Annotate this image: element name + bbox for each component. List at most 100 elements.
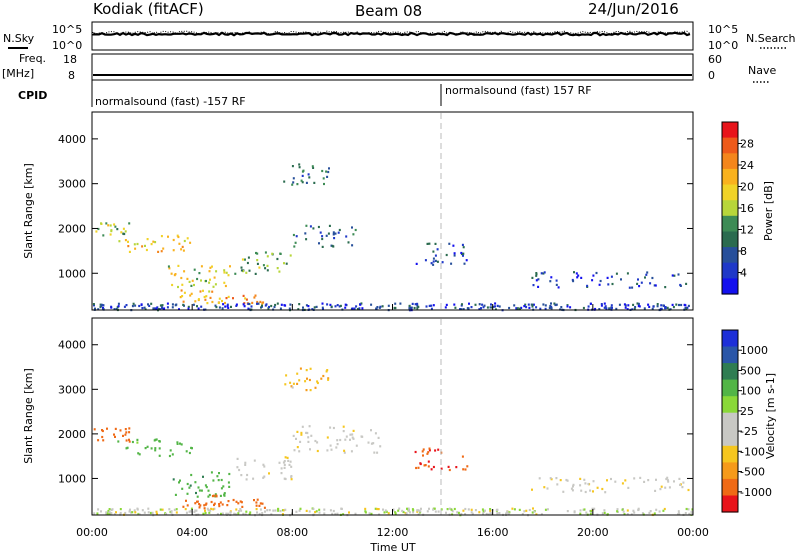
rti-cell <box>416 307 419 310</box>
rti-cell <box>298 166 301 169</box>
rti-cell <box>258 512 261 516</box>
rti-cell <box>210 507 213 510</box>
rti-cell <box>292 434 295 437</box>
colorbar-swatch <box>722 122 738 139</box>
rti-cell <box>198 489 201 492</box>
rti-cell <box>601 512 604 515</box>
rti-cell <box>248 269 251 272</box>
rti-cell <box>535 272 538 275</box>
rti-cell <box>585 511 588 514</box>
y-tick-label: 4000 <box>58 339 86 352</box>
rti-cell <box>452 244 455 247</box>
colorbar-swatch <box>722 215 738 232</box>
rti-cell <box>549 280 552 283</box>
nsky-label: N.Sky <box>3 32 35 45</box>
rti-cell <box>430 468 433 471</box>
rti-cell <box>326 449 329 452</box>
rti-cell <box>550 307 553 310</box>
rti-cell <box>342 425 345 428</box>
rti-cell <box>232 297 234 300</box>
rti-cell <box>173 508 176 511</box>
rti-cell <box>300 179 303 182</box>
rti-cell <box>432 263 435 266</box>
rti-cell <box>591 507 594 510</box>
rti-cell <box>134 511 137 514</box>
rti-cell <box>422 454 424 457</box>
rti-cell <box>307 440 310 443</box>
rti-cell <box>483 304 486 307</box>
rti-cell <box>221 307 224 310</box>
rti-cell <box>648 305 651 308</box>
rti-cell <box>638 285 641 288</box>
rti-cell <box>212 494 215 497</box>
rti-cell <box>171 303 174 306</box>
rti-cell <box>387 512 390 515</box>
rti-cell <box>342 513 345 516</box>
rti-cell <box>325 370 328 373</box>
rti-cell <box>168 454 171 458</box>
rti-cell <box>240 266 243 269</box>
rti-cell <box>573 511 576 514</box>
rti-cell <box>647 479 650 482</box>
rti-cell <box>253 296 256 299</box>
rti-cell <box>394 512 397 515</box>
rti-cell <box>93 304 95 307</box>
rti-cell <box>155 438 158 441</box>
rti-cell <box>464 513 467 516</box>
rti-cell <box>95 230 98 233</box>
rti-cell <box>248 302 251 306</box>
rti-cell <box>637 508 640 511</box>
rti-cell <box>594 307 597 311</box>
rti-cell <box>352 429 355 432</box>
rti-cell <box>329 303 332 306</box>
nave-label: Nave <box>748 64 776 77</box>
rti-cell <box>280 472 283 475</box>
rti-cell <box>496 508 499 511</box>
rti-cell <box>544 508 547 511</box>
rti-cell <box>308 378 311 382</box>
rti-cell <box>604 305 607 308</box>
rti-cell <box>554 303 557 306</box>
rti-cell <box>414 303 417 306</box>
rti-cell <box>608 308 611 311</box>
rti-cell <box>426 510 429 513</box>
rti-cell <box>264 267 267 270</box>
rti-cell <box>327 232 330 235</box>
freq-tick-high-right: 60 <box>708 53 722 66</box>
rti-cell <box>326 303 329 306</box>
rti-cell <box>127 245 130 248</box>
rti-cell <box>189 510 192 513</box>
rti-cell <box>284 383 287 386</box>
rti-cell <box>213 502 216 505</box>
rti-cell <box>187 307 190 310</box>
rti-cell <box>494 305 496 308</box>
rti-cell <box>125 431 128 434</box>
rti-cell <box>648 511 651 514</box>
rti-cell <box>618 303 621 306</box>
colorbar-swatch <box>722 153 738 170</box>
rti-cell <box>370 512 373 515</box>
rti-cell <box>626 272 629 275</box>
rti-cell <box>172 238 175 242</box>
rti-cell <box>555 283 558 286</box>
rti-cell <box>254 294 257 297</box>
x-tick-label: 12:00 <box>377 526 409 539</box>
rti-cell <box>277 507 280 511</box>
rti-cell <box>256 259 259 262</box>
rti-cell <box>434 510 437 513</box>
rti-cell <box>645 273 648 276</box>
rti-cell <box>678 477 681 480</box>
rti-cell <box>660 485 663 488</box>
rti-cell <box>220 478 223 482</box>
rti-cell <box>183 291 186 294</box>
rti-cell <box>427 465 430 468</box>
rti-cell <box>531 305 534 308</box>
rti-cell <box>304 232 307 235</box>
rti-cell <box>134 304 137 307</box>
rti-cell <box>228 485 231 488</box>
rti-cell <box>360 435 363 438</box>
rti-cell <box>424 259 427 262</box>
rti-cell <box>317 225 320 229</box>
colorbar-tick-label: 28 <box>740 138 754 151</box>
rti-cell <box>293 449 296 452</box>
